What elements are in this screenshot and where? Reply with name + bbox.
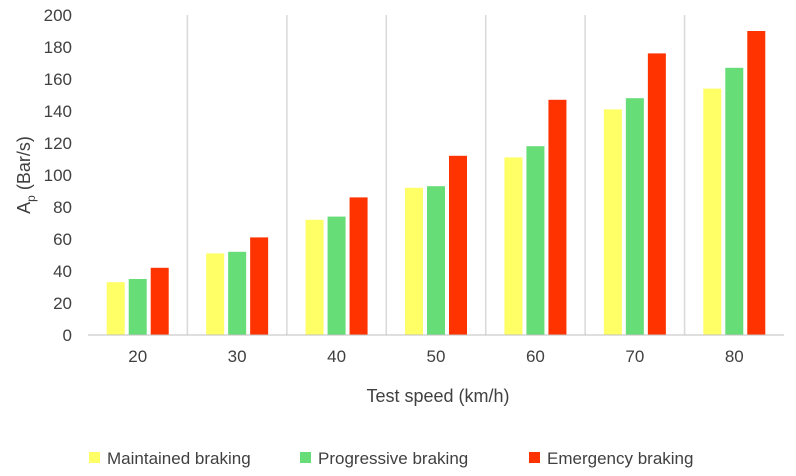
x-axis-ticks: 20 30 40 50 60 70 80 <box>128 347 743 366</box>
bar-progressive-braking-50 <box>427 186 445 335</box>
legend-label-emergency-braking: Emergency braking <box>547 449 693 468</box>
bar-emergency-braking-70 <box>647 53 666 336</box>
y-tick-label: 60 <box>53 230 72 249</box>
bar-progressive-braking-80 <box>725 67 744 336</box>
y-tick-label: 160 <box>44 70 72 89</box>
y-tick-label: 200 <box>44 6 72 25</box>
y-axis-title-sub: p <box>24 195 38 202</box>
x-tick-label: 80 <box>725 347 744 366</box>
y-tick-label: 20 <box>53 294 72 313</box>
bar-emergency-braking-80 <box>747 31 766 335</box>
bar-progressive-braking-70 <box>625 98 644 335</box>
bar-maintained-braking-60 <box>504 157 523 335</box>
bar-emergency-braking-20 <box>150 267 169 335</box>
x-tick-label: 50 <box>427 347 446 366</box>
y-axis-title-rest: (Bar/s) <box>14 136 34 195</box>
category-gridlines <box>186 15 686 335</box>
y-tick-label: 180 <box>44 38 72 57</box>
legend-swatch-emergency-braking <box>529 452 540 463</box>
bar-progressive-braking-30 <box>228 251 247 335</box>
bar-maintained-braking-20 <box>106 282 125 335</box>
legend-swatch-maintained-braking <box>89 452 100 463</box>
x-tick-label: 60 <box>526 347 545 366</box>
y-tick-label: 0 <box>63 326 72 345</box>
x-tick-label: 40 <box>327 347 346 366</box>
legend-swatch-progressive-braking <box>300 452 311 463</box>
y-tick-label: 120 <box>44 134 72 153</box>
bar-maintained-braking-70 <box>603 109 622 336</box>
bar-emergency-braking-30 <box>250 237 269 335</box>
bar-maintained-braking-40 <box>305 219 324 335</box>
y-tick-label: 80 <box>53 198 72 217</box>
x-tick-label: 30 <box>228 347 247 366</box>
bar-progressive-braking-20 <box>128 279 147 335</box>
bar-maintained-braking-30 <box>206 253 225 335</box>
y-tick-label: 140 <box>44 102 72 121</box>
bars <box>106 31 766 336</box>
bar-maintained-braking-50 <box>405 187 423 335</box>
y-axis-title: Ap (Bar/s) <box>14 136 38 214</box>
legend-label-progressive-braking: Progressive braking <box>318 449 468 468</box>
bar-maintained-braking-80 <box>703 88 722 335</box>
legend-label-maintained-braking: Maintained braking <box>107 449 251 468</box>
bar-emergency-braking-50 <box>449 155 467 335</box>
x-tick-label: 20 <box>128 347 147 366</box>
y-axis-title-main: A <box>14 202 34 214</box>
y-tick-label: 100 <box>44 166 72 185</box>
bar-progressive-braking-60 <box>526 146 545 335</box>
y-axis-ticks: 0 20 40 60 80 100 120 140 160 180 200 <box>44 6 72 345</box>
y-tick-label: 40 <box>53 262 72 281</box>
x-axis-title: Test speed (km/h) <box>366 386 509 406</box>
bar-progressive-braking-40 <box>327 216 346 335</box>
legend: Maintained braking Progressive braking Eme… <box>89 449 693 468</box>
bar-emergency-braking-40 <box>349 197 368 335</box>
bar-emergency-braking-60 <box>548 99 567 335</box>
x-tick-label: 70 <box>625 347 644 366</box>
